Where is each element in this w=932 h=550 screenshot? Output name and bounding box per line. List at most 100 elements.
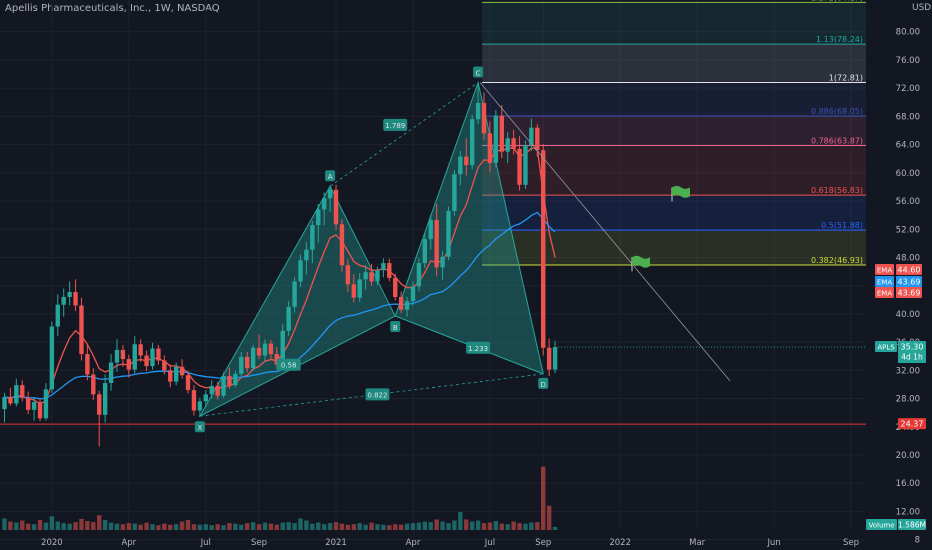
ema1-value: 44.60 <box>898 266 921 275</box>
candle-body <box>274 354 280 365</box>
time-tick-label: Jun <box>766 538 780 548</box>
projection-trendline <box>479 82 731 382</box>
volume-bar <box>61 523 66 530</box>
pattern-point-label: B <box>393 324 398 332</box>
volume-bar <box>85 521 90 530</box>
candle-body <box>262 343 268 356</box>
pattern-ac-line <box>329 82 479 187</box>
volume-bar <box>375 524 380 530</box>
volume-bar <box>262 522 268 530</box>
candle-body <box>511 138 516 149</box>
volume-bar <box>55 521 60 530</box>
time-tick-label: 2022 <box>609 538 631 548</box>
ema3-value: 43.69 <box>898 289 921 298</box>
candle-body <box>150 348 155 367</box>
volume-bar <box>487 522 493 530</box>
pattern-ratio-badge <box>466 341 491 354</box>
volume-bar <box>286 522 291 530</box>
time-tick-label: Jul <box>200 538 211 548</box>
fib-zone <box>482 82 866 117</box>
candle-body <box>14 385 19 404</box>
time-axis[interactable]: 2020 Apr Jul Sep 2021 Apr Jul Sep 2022 Mar Jun Sep <box>41 538 859 548</box>
price-tick-label: 16.00 <box>896 479 920 489</box>
volume-bar <box>245 523 250 530</box>
time-tick-label: Jul <box>484 538 495 548</box>
annotations[interactable]: X A B C D 0.58 1.789 1.233 0.822 <box>0 66 866 433</box>
candle-body <box>523 145 528 185</box>
candle-body <box>369 272 374 282</box>
volume-bar <box>416 522 422 530</box>
ema1-value-box <box>896 264 922 275</box>
grid <box>0 0 866 541</box>
candle-body <box>316 209 321 226</box>
price-axis[interactable]: 80.00 76.00 72.00 68.00 64.00 60.00 56.00 52.00… <box>558 28 926 546</box>
candle-body <box>416 263 422 287</box>
candle-body <box>61 296 66 305</box>
candle-body <box>517 148 522 185</box>
volume-value: 1.586M <box>898 521 926 530</box>
price-tick-label: 32.00 <box>896 366 920 376</box>
volume-bar <box>422 521 428 530</box>
volume-bar <box>102 519 108 530</box>
volume-bar <box>138 524 143 530</box>
fib-level-label: 1.13(78.24) <box>816 35 863 44</box>
volume-bar <box>327 523 333 530</box>
volume-bar <box>256 524 262 530</box>
candle-body <box>37 402 43 419</box>
volume-bar <box>387 525 392 530</box>
price-tick-label: 28.00 <box>896 395 920 405</box>
fib-level-label: 0.5(51.88) <box>821 221 863 230</box>
candle-body <box>398 296 404 310</box>
volume-bar <box>227 523 232 530</box>
candle-body <box>73 292 78 306</box>
fib-level-label: 0.886(68.05) <box>811 107 863 116</box>
pattern-ratio-label: 0.58 <box>281 362 297 370</box>
fib-level-label: 1(72.81) <box>829 73 863 82</box>
price-tick-label: 68.00 <box>896 112 920 122</box>
volume-bar <box>339 523 345 530</box>
volume-bar <box>357 523 362 530</box>
volume-bar <box>268 523 274 530</box>
volume-bar <box>292 523 297 530</box>
volume-bar <box>464 519 469 530</box>
volume-bar <box>304 520 309 530</box>
volume-bar <box>351 524 356 530</box>
volume-bar <box>493 521 499 530</box>
volume-bar <box>2 518 7 530</box>
fib-zone <box>482 2 866 45</box>
fib-level-label: 0.382(46.93) <box>811 256 863 265</box>
volume-bar <box>546 505 552 530</box>
candle-body <box>179 366 185 376</box>
volume-bar <box>298 518 303 530</box>
pattern-point-label: A <box>328 173 333 181</box>
price-tick-label: 12.00 <box>896 507 920 517</box>
pattern-ratio-label: 1.233 <box>468 345 488 353</box>
pattern-xd-line <box>199 373 544 417</box>
candle-body <box>541 150 546 348</box>
candle-body <box>535 127 540 151</box>
volume-bar <box>505 524 510 530</box>
candle-body <box>280 330 285 365</box>
fib-retracement[interactable]: 1.272(84.17) 1.13(78.24) 1(72.81) 0.886(68.… <box>482 0 866 266</box>
support-value-box <box>898 418 926 430</box>
candle-body <box>173 366 179 382</box>
candle-body <box>162 360 167 371</box>
volume-bar <box>469 521 475 530</box>
volume-bar <box>162 523 167 530</box>
candle-body <box>55 304 60 327</box>
price-tick-label: 72.00 <box>896 84 920 94</box>
last-price-symbol: APLS <box>877 344 895 352</box>
volume-bar <box>410 523 416 530</box>
support-value: 24.37 <box>901 420 924 429</box>
currency-label: USD <box>912 3 932 13</box>
volume-bar <box>150 524 155 530</box>
candle-body <box>351 284 356 298</box>
pattern-point-label: D <box>541 381 546 389</box>
candle-body <box>209 385 214 395</box>
volume-bar <box>517 523 522 530</box>
candle-body <box>114 349 120 363</box>
ema2-tag <box>875 276 894 287</box>
candle-body <box>197 401 203 411</box>
candle-body <box>499 115 504 152</box>
